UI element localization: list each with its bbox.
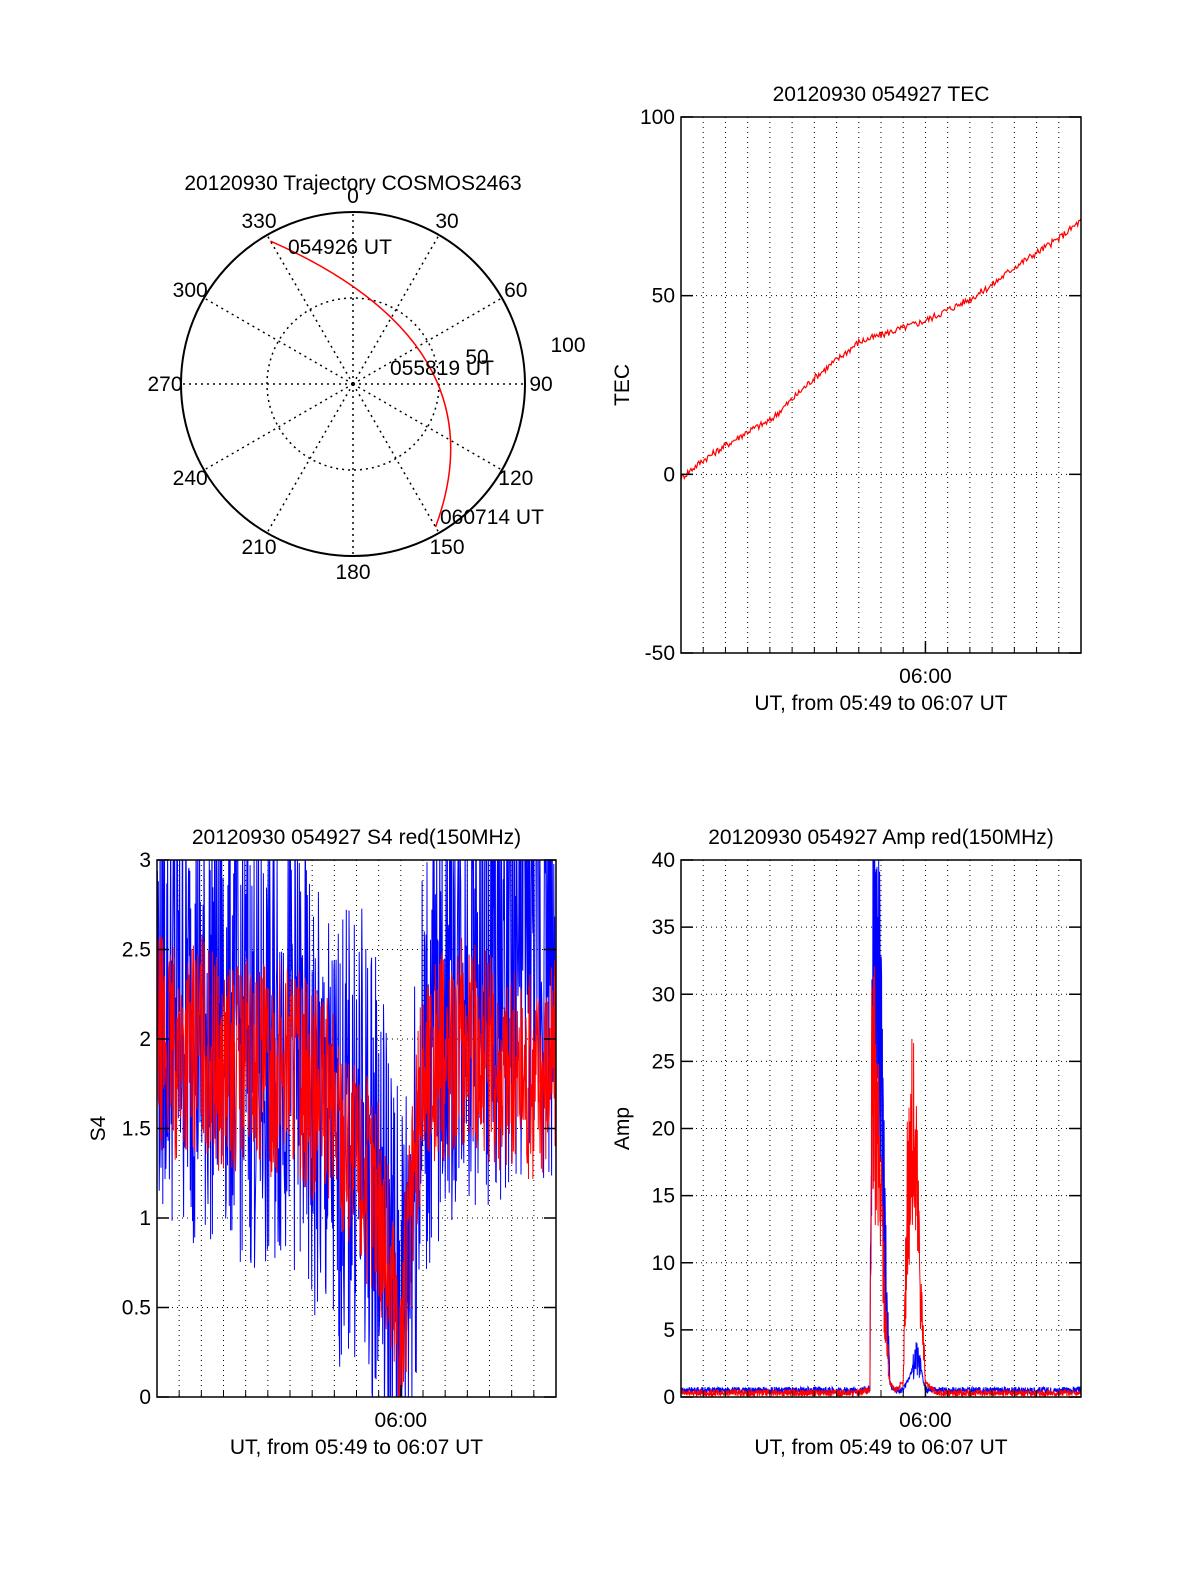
- y-tick-label: 50: [652, 285, 675, 308]
- series-line-red: [681, 218, 1081, 481]
- data-layer: [681, 218, 1081, 481]
- polar-angle-label: 0: [347, 185, 359, 208]
- polar-spoke: [266, 234, 354, 385]
- y-axis-label: Amp: [611, 1107, 634, 1150]
- y-axis-label: S4: [87, 1115, 110, 1141]
- y-tick-label: 20: [652, 1118, 675, 1141]
- y-axis-label: TEC: [611, 364, 634, 406]
- y-tick-label: 5: [663, 1319, 675, 1342]
- polar-spoke: [266, 383, 354, 534]
- polar-angle-label: 300: [173, 279, 208, 302]
- data-layer: [681, 860, 1081, 1397]
- polar-trajectory: [270, 240, 452, 528]
- polar-spoke: [352, 234, 440, 385]
- y-tick-label: 0.5: [122, 1297, 151, 1320]
- y-tick-label: 25: [652, 1050, 675, 1073]
- y-tick-label: -50: [645, 642, 675, 665]
- data-layer: [157, 860, 556, 1397]
- start-time-annotation: 054926 UT: [288, 236, 392, 259]
- trajectory-polar-panel: 20120930 Trajectory COSMOS2463 0 30 60 90 12…: [147, 172, 585, 584]
- series-line-blue: [157, 860, 556, 1397]
- polar-angle-label: 210: [241, 536, 276, 559]
- polar-spoke: [352, 383, 503, 471]
- y-tick-label: 2: [139, 1028, 151, 1051]
- polar-spoke: [203, 383, 354, 471]
- s4-panel: 20120930 054927 S4 red(150MHz) 0 0.5 1 1.5 2 2…: [87, 826, 557, 1459]
- mid-time-annotation: 055819 UT: [390, 357, 494, 380]
- polar-spoke: [352, 383, 440, 534]
- amp-panel: 20120930 054927 Amp red(150MHz) 0 5 10 15 20 2…: [611, 826, 1082, 1459]
- y-tick-label: 35: [652, 916, 675, 939]
- y-tick-label: 30: [652, 983, 675, 1006]
- polar-title: 20120930 Trajectory COSMOS2463: [184, 172, 521, 195]
- tec-panel: 20120930 054927 TEC -50 0 50 100 06:00 UT, fro…: [611, 83, 1082, 715]
- y-tick-label: 1: [139, 1207, 151, 1230]
- x-axis-label: UT, from 05:49 to 06:07 UT: [754, 1436, 1007, 1459]
- polar-outer-circle: [180, 211, 526, 557]
- y-tick-label: 10: [652, 1252, 675, 1275]
- polar-angle-label: 180: [335, 561, 370, 584]
- y-tick-label: 1.5: [122, 1118, 151, 1141]
- polar-radius-label: 100: [550, 334, 585, 357]
- y-tick-label: 100: [640, 106, 675, 129]
- x-tick-label: 06:00: [899, 1409, 952, 1432]
- x-tick-label: 06:00: [899, 665, 952, 688]
- polar-spoke: [352, 297, 503, 385]
- end-time-annotation: 060714 UT: [440, 506, 544, 529]
- panel-title: 20120930 054927 Amp red(150MHz): [708, 826, 1054, 849]
- polar-angle-label: 150: [429, 536, 464, 559]
- y-tick-label: 2.5: [122, 939, 151, 962]
- polar-angle-label: 270: [147, 373, 182, 396]
- polar-grid: [180, 211, 526, 557]
- x-axis-label: UT, from 05:49 to 06:07 UT: [754, 692, 1007, 715]
- panel-title: 20120930 054927 TEC: [773, 83, 990, 106]
- y-tick-label: 0: [663, 463, 675, 486]
- y-tick-label: 0: [139, 1386, 151, 1409]
- y-tick-label: 40: [652, 849, 675, 872]
- polar-angle-label: 90: [529, 373, 552, 396]
- y-tick-label: 3: [139, 849, 151, 872]
- series-line-blue: [681, 860, 1081, 1396]
- y-tick-label: 15: [652, 1185, 675, 1208]
- x-axis-label: UT, from 05:49 to 06:07 UT: [230, 1436, 483, 1459]
- polar-angle-label: 60: [504, 279, 527, 302]
- trajectory-line: [270, 240, 452, 528]
- polar-radius-label: 50: [465, 346, 488, 369]
- y-tick-label: 0: [663, 1386, 675, 1409]
- polar-angle-label: 330: [241, 210, 276, 233]
- polar-angle-labels: 0 30 60 90 120 150 180 210 240 270 300 330 50 100: [147, 185, 585, 584]
- polar-spoke: [203, 297, 354, 385]
- polar-angle-label: 240: [173, 467, 208, 490]
- series-line-red: [157, 934, 556, 1397]
- panel-title: 20120930 054927 S4 red(150MHz): [192, 826, 521, 849]
- x-tick-label: 06:00: [375, 1409, 428, 1432]
- polar-angle-label: 30: [435, 210, 458, 233]
- polar-angle-label: 120: [498, 467, 533, 490]
